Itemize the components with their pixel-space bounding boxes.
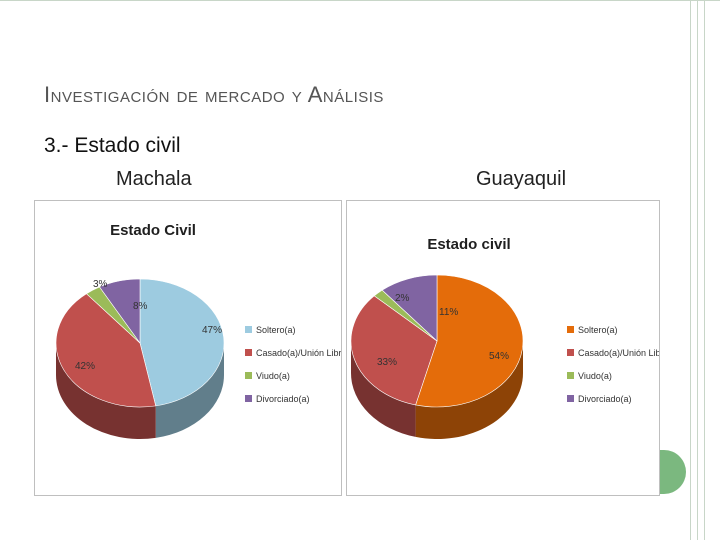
frame-top-line — [0, 0, 720, 1]
pie-slice — [139, 278, 225, 407]
city-label-guayaquil: Guayaquil — [476, 168, 567, 190]
legend-swatch — [245, 372, 252, 379]
pie-chart-guayaquil: Estado civil 54% 33% 2% 11% Soltero(a) Casado(… — [350, 236, 659, 439]
pie-chart-machala: Estado Civil 47% 42% 3% 8% Soltero(a) Casado(a… — [55, 222, 341, 439]
legend-swatch — [567, 349, 574, 356]
section-heading: 3.- Estado civil — [44, 134, 181, 157]
legend-swatch — [567, 395, 574, 402]
pie-slice-side — [351, 341, 416, 437]
legend-label: Soltero(a) — [256, 325, 296, 335]
data-label: 42% — [75, 361, 95, 372]
pie-slice — [55, 293, 157, 408]
legend-label: Casado(a)/Unión Libre — [256, 348, 341, 358]
frame-line — [697, 0, 698, 540]
legend-swatch — [567, 326, 574, 333]
legend-label: Viudo(a) — [256, 371, 290, 381]
chart-title: Estado civil — [427, 236, 510, 253]
data-label: 11% — [439, 307, 458, 318]
pie-slice — [99, 278, 141, 344]
legend-label: Soltero(a) — [578, 325, 618, 335]
slide-title: Investigación de mercado y Análisis — [44, 82, 384, 107]
legend-label: Divorciado(a) — [578, 394, 632, 404]
data-label: 2% — [395, 293, 410, 304]
legend-label: Viudo(a) — [578, 371, 612, 381]
data-label: 54% — [489, 351, 509, 362]
legend-swatch — [245, 395, 252, 402]
pie-slice — [350, 295, 438, 406]
data-label: 33% — [377, 357, 397, 368]
legend-swatch — [245, 326, 252, 333]
pie-slice-side — [155, 343, 224, 438]
data-label: 3% — [93, 279, 108, 290]
chart-title: Estado Civil — [110, 222, 196, 239]
data-label: 47% — [202, 325, 222, 336]
legend-label: Divorciado(a) — [256, 394, 310, 404]
pie-slice — [381, 274, 438, 342]
chart-guayaquil: Estado civil 54% 33% 2% 11% Soltero(a) Casado(… — [346, 200, 660, 496]
pie-slice — [415, 274, 524, 408]
chart-machala: Estado Civil 47% 42% 3% 8% Soltero(a) Casado(a… — [34, 200, 342, 496]
legend-swatch — [245, 349, 252, 356]
pie-slice-side — [415, 341, 523, 439]
accent-shape — [658, 450, 686, 494]
data-label: 8% — [133, 301, 148, 312]
frame-line — [690, 0, 691, 540]
frame-line — [704, 0, 705, 540]
legend-swatch — [567, 372, 574, 379]
legend-label: Casado(a)/Unión Libre — [578, 348, 659, 358]
city-label-machala: Machala — [116, 168, 192, 190]
pie-slice-side — [56, 343, 156, 439]
